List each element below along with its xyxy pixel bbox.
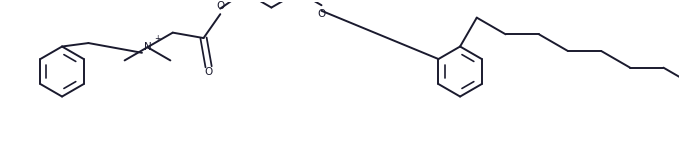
Text: O: O xyxy=(205,67,213,77)
Text: O: O xyxy=(317,9,326,19)
Text: +: + xyxy=(154,34,161,43)
Text: O: O xyxy=(216,1,224,11)
Text: N: N xyxy=(144,42,151,52)
